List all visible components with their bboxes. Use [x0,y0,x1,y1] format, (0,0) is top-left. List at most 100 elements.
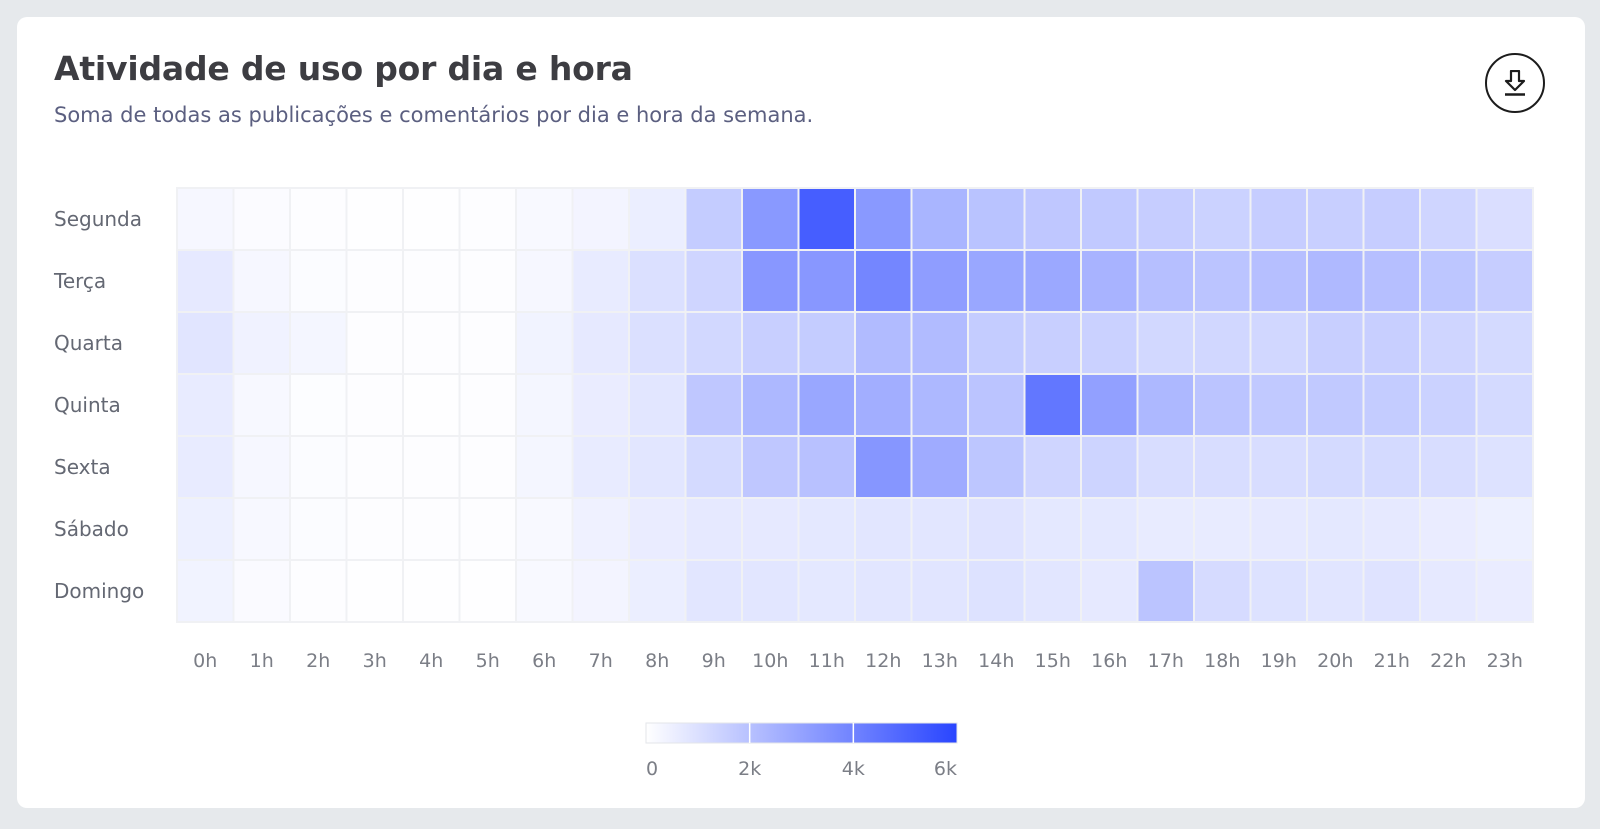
heatmap-cell[interactable] [741,187,800,251]
heatmap-cell[interactable] [1080,559,1139,623]
heatmap-cell[interactable] [1475,435,1534,499]
heatmap-cell[interactable] [515,435,574,499]
heatmap-cell[interactable] [967,497,1026,561]
heatmap-cell[interactable] [1249,435,1308,499]
heatmap-cell[interactable] [1193,187,1252,251]
heatmap-cell[interactable] [289,559,348,623]
heatmap-cell[interactable] [289,187,348,251]
heatmap-cell[interactable] [854,311,913,375]
heatmap-cell[interactable] [910,559,969,623]
heatmap-cell[interactable] [1023,373,1082,437]
heatmap-cell[interactable] [741,249,800,313]
heatmap-cell[interactable] [684,373,743,437]
heatmap-cell[interactable] [854,435,913,499]
heatmap-cell[interactable] [1306,559,1365,623]
heatmap-cell[interactable] [967,373,1026,437]
heatmap-cell[interactable] [176,187,235,251]
heatmap-cell[interactable] [1249,373,1308,437]
heatmap-cell[interactable] [797,311,856,375]
heatmap-cell[interactable] [1306,311,1365,375]
heatmap-cell[interactable] [232,559,291,623]
heatmap-cell[interactable] [910,311,969,375]
heatmap-cell[interactable] [628,249,687,313]
heatmap-cell[interactable] [1362,249,1421,313]
heatmap-cell[interactable] [232,187,291,251]
heatmap-cell[interactable] [232,311,291,375]
heatmap-cell[interactable] [1193,311,1252,375]
heatmap-cell[interactable] [1023,435,1082,499]
heatmap-cell[interactable] [515,373,574,437]
heatmap-cell[interactable] [1419,187,1478,251]
heatmap-cell[interactable] [345,497,404,561]
heatmap-cell[interactable] [1419,497,1478,561]
heatmap-cell[interactable] [345,187,404,251]
heatmap-cell[interactable] [458,435,517,499]
heatmap-cell[interactable] [628,311,687,375]
heatmap-cell[interactable] [1193,373,1252,437]
heatmap-cell[interactable] [1306,249,1365,313]
heatmap-cell[interactable] [571,249,630,313]
heatmap-cell[interactable] [1136,497,1195,561]
heatmap-cell[interactable] [741,497,800,561]
heatmap-cell[interactable] [176,559,235,623]
heatmap-cell[interactable] [1023,497,1082,561]
heatmap-cell[interactable] [176,435,235,499]
heatmap-cell[interactable] [289,311,348,375]
heatmap-cell[interactable] [1475,373,1534,437]
heatmap-cell[interactable] [854,187,913,251]
heatmap-cell[interactable] [289,497,348,561]
heatmap-cell[interactable] [1419,435,1478,499]
heatmap-cell[interactable] [1306,187,1365,251]
heatmap-cell[interactable] [402,187,461,251]
heatmap-cell[interactable] [345,311,404,375]
heatmap-cell[interactable] [402,435,461,499]
heatmap-cell[interactable] [458,249,517,313]
heatmap-cell[interactable] [1080,249,1139,313]
heatmap-cell[interactable] [571,373,630,437]
heatmap-cell[interactable] [1306,373,1365,437]
heatmap-cell[interactable] [910,249,969,313]
heatmap-cell[interactable] [232,373,291,437]
heatmap-cell[interactable] [1136,187,1195,251]
heatmap-cell[interactable] [345,435,404,499]
heatmap-cell[interactable] [458,187,517,251]
heatmap-cell[interactable] [1193,559,1252,623]
heatmap-cell[interactable] [1362,373,1421,437]
heatmap-cell[interactable] [854,373,913,437]
heatmap-cell[interactable] [1023,311,1082,375]
heatmap-cell[interactable] [684,187,743,251]
heatmap-cell[interactable] [1249,311,1308,375]
heatmap-cell[interactable] [910,373,969,437]
heatmap-cell[interactable] [458,311,517,375]
heatmap-cell[interactable] [402,311,461,375]
heatmap-cell[interactable] [854,249,913,313]
heatmap-cell[interactable] [1193,435,1252,499]
heatmap-cell[interactable] [1419,559,1478,623]
heatmap-cell[interactable] [289,435,348,499]
heatmap-cell[interactable] [797,187,856,251]
heatmap-cell[interactable] [1080,373,1139,437]
heatmap-cell[interactable] [515,559,574,623]
heatmap-cell[interactable] [1475,559,1534,623]
heatmap-cell[interactable] [684,249,743,313]
heatmap-cell[interactable] [1362,187,1421,251]
heatmap-cell[interactable] [176,311,235,375]
heatmap-cell[interactable] [797,497,856,561]
heatmap-cell[interactable] [1136,435,1195,499]
heatmap-cell[interactable] [628,187,687,251]
heatmap-cell[interactable] [345,373,404,437]
heatmap-cell[interactable] [176,497,235,561]
heatmap-cell[interactable] [741,311,800,375]
heatmap-cell[interactable] [967,187,1026,251]
heatmap-cell[interactable] [1023,187,1082,251]
heatmap-cell[interactable] [797,559,856,623]
heatmap-cell[interactable] [1249,187,1308,251]
heatmap-cell[interactable] [741,559,800,623]
heatmap-cell[interactable] [1080,497,1139,561]
heatmap-cell[interactable] [232,435,291,499]
heatmap-cell[interactable] [1419,311,1478,375]
heatmap-cell[interactable] [684,559,743,623]
heatmap-cell[interactable] [1475,497,1534,561]
heatmap-cell[interactable] [1080,435,1139,499]
heatmap-cell[interactable] [515,311,574,375]
